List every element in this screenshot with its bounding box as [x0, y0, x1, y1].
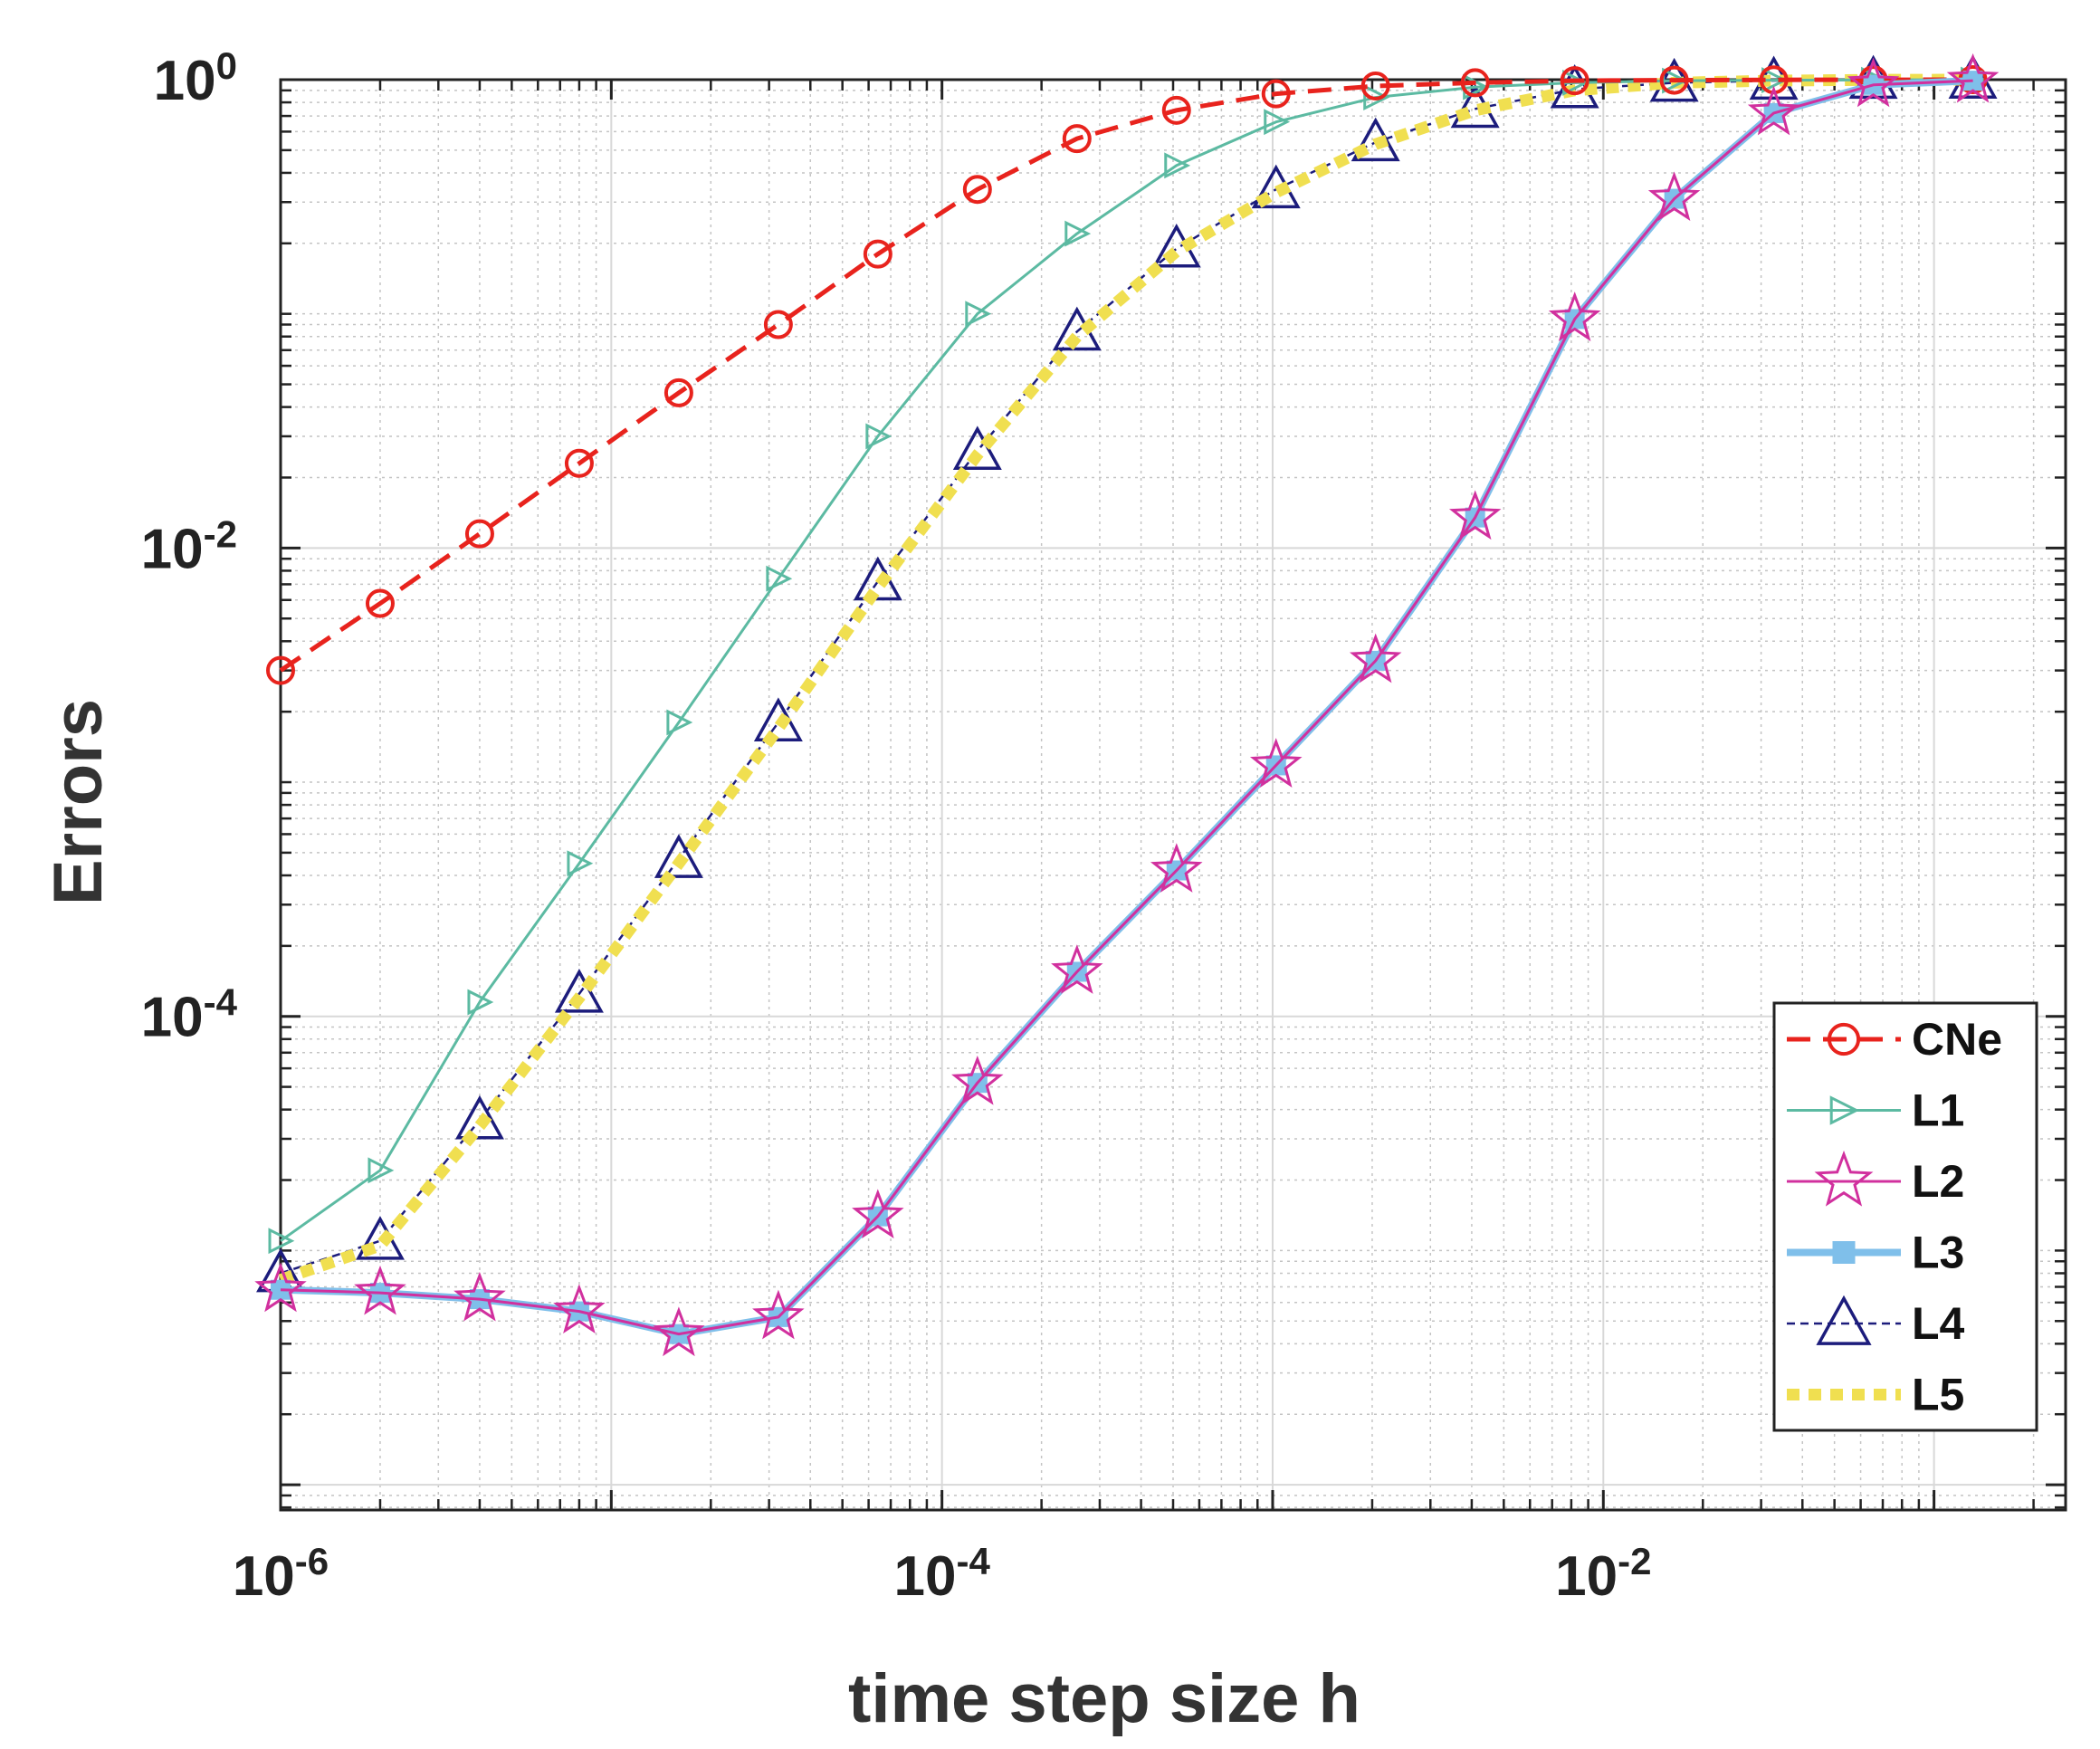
minor-grid — [281, 80, 2066, 1510]
data-point-L1 — [368, 1157, 395, 1184]
data-point-L1 — [1064, 220, 1092, 247]
data-point-L1 — [1363, 84, 1390, 111]
data-point-L1 — [666, 709, 693, 736]
data-point-L2 — [1548, 292, 1601, 341]
data-point-L2 — [254, 1262, 307, 1313]
y-tick-label: 100 — [154, 44, 237, 113]
data-point-CNe — [863, 239, 892, 269]
legend-item-L5: L5 — [1787, 1370, 1964, 1420]
legend-label-L1: L1 — [1912, 1085, 1964, 1136]
data-point-L2 — [752, 1289, 805, 1340]
series-line-CNe — [279, 77, 1973, 673]
series-CNe — [266, 65, 1988, 685]
series-line-L4 — [280, 78, 1973, 1275]
y-tick-label: 10-2 — [141, 512, 237, 581]
data-point-L1 — [467, 989, 494, 1016]
series-L2 — [254, 53, 2000, 1357]
data-point-CNe — [266, 655, 295, 685]
legend-marker-CNe — [1827, 1022, 1861, 1056]
tick-labels: 10-6 10-4 10-2 10-4 10-2 100 — [141, 44, 1652, 1609]
data-point-L2 — [1249, 738, 1303, 788]
legend-item-L2: L2 — [1787, 1150, 1964, 1207]
data-point-L2 — [1647, 171, 1701, 222]
data-point-L2 — [553, 1284, 606, 1334]
series-line-L5 — [278, 73, 1973, 1285]
data-point-CNe — [564, 448, 594, 478]
data-point-L2 — [453, 1271, 506, 1322]
data-point-CNe — [1261, 79, 1291, 109]
legend-marker-L3 — [1832, 1241, 1856, 1264]
series-L5 — [278, 73, 1973, 1285]
plot-frame — [279, 78, 2067, 1512]
legend-label-L3: L3 — [1912, 1228, 1964, 1278]
data-point-L2 — [653, 1306, 705, 1357]
legend-box — [1772, 1001, 2038, 1432]
legend-marker-L2 — [1814, 1150, 1874, 1207]
x-tick-label: 10-6 — [233, 1540, 329, 1609]
data-point-L2 — [1051, 944, 1103, 994]
legend-item-CNe: CNe — [1787, 1014, 2002, 1065]
data-point-L1 — [766, 565, 793, 592]
data-point-L2 — [1448, 490, 1502, 540]
legend-item-L3: L3 — [1787, 1228, 1964, 1278]
data-point-CNe — [962, 175, 992, 205]
data-point-CNe — [464, 519, 494, 549]
x-axis-title: time step size h — [848, 1660, 1360, 1737]
series-line-L3 — [280, 77, 1973, 1338]
data-point-CNe — [1560, 66, 1589, 96]
x-tick-label: 10-2 — [1555, 1540, 1651, 1609]
legend: CNe L1 L2 L3 L4 L5 — [1772, 1001, 2038, 1432]
data-point-L2 — [951, 1055, 1004, 1105]
series-line-L2 — [280, 79, 1973, 1336]
x-tick-label: 10-4 — [893, 1540, 990, 1609]
data-point-L4 — [654, 834, 703, 878]
legend-marker-L1 — [1829, 1095, 1860, 1125]
legend-label-L4: L4 — [1912, 1298, 1965, 1349]
legend-item-L4: L4 — [1787, 1295, 1965, 1349]
data-point-CNe — [1161, 95, 1191, 125]
data-point-L1 — [1164, 152, 1191, 179]
series-layer — [254, 53, 2000, 1357]
series-line-L1 — [280, 78, 1973, 1242]
data-point-L2 — [1349, 633, 1402, 683]
data-point-L1 — [1264, 109, 1291, 136]
data-point-L2 — [1946, 53, 2000, 103]
data-point-L1 — [865, 423, 892, 450]
data-point-CNe — [1460, 68, 1490, 98]
y-tick-label: 10-4 — [141, 980, 238, 1049]
data-point-CNe — [1360, 71, 1390, 100]
legend-label-L2: L2 — [1912, 1156, 1964, 1207]
legend-label-CNe: CNe — [1912, 1014, 2002, 1065]
legend-label-L5: L5 — [1912, 1370, 1964, 1420]
legend-marker-L4 — [1816, 1295, 1872, 1345]
data-point-L2 — [1847, 57, 1900, 108]
data-point-CNe — [365, 588, 395, 618]
series-L4 — [256, 54, 1998, 1293]
data-point-CNe — [1062, 124, 1092, 154]
data-point-L2 — [1150, 843, 1203, 893]
data-point-CNe — [1659, 65, 1689, 95]
data-point-L2 — [852, 1189, 904, 1239]
series-L3 — [271, 71, 1983, 1344]
data-point-CNe — [763, 310, 793, 339]
data-point-L1 — [567, 850, 594, 877]
data-point-L4 — [454, 1094, 504, 1140]
data-point-L1 — [268, 1228, 295, 1255]
y-axis-title: Errors — [40, 699, 117, 905]
data-point-L1 — [965, 301, 992, 328]
legend-item-L1: L1 — [1787, 1085, 1964, 1136]
data-point-L2 — [354, 1265, 406, 1315]
data-point-CNe — [663, 378, 693, 407]
data-point-L2 — [1747, 85, 1800, 136]
